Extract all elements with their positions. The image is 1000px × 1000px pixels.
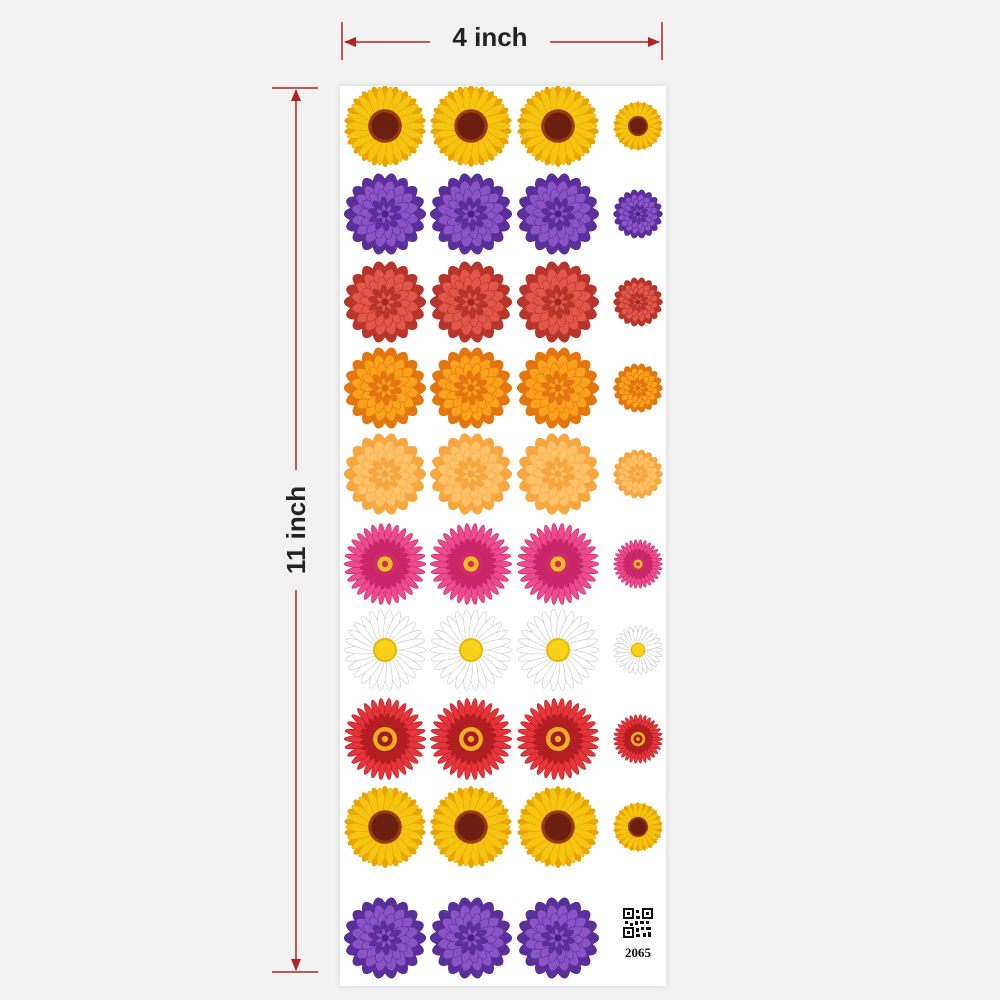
dahlia-sticker [613, 363, 663, 413]
dahlia-sticker [343, 261, 427, 343]
daisy-sticker [613, 625, 663, 675]
dahlia-sticker [343, 897, 427, 979]
gerbera-sticker [343, 698, 427, 780]
sticker-sheet: 2065 [340, 86, 666, 986]
dahlia-sticker [516, 897, 600, 979]
dahlia-sticker [429, 173, 513, 255]
dahlia-sticker [516, 261, 600, 343]
dahlia-sticker [429, 433, 513, 515]
dahlia-sticker [429, 897, 513, 979]
gerbera-sticker [613, 714, 663, 764]
dahlia-sticker [516, 347, 600, 429]
dahlia-sticker [429, 347, 513, 429]
sunflower-sticker [430, 86, 512, 168]
dahlia-sticker [613, 277, 663, 327]
width-arrow-left-head [344, 37, 356, 47]
sunflower-sticker [344, 86, 426, 168]
width-label: 4 inch [430, 22, 550, 53]
dahlia-sticker [343, 173, 427, 255]
product-code-number: 2065 [625, 945, 651, 960]
gerbera-sticker [516, 523, 600, 605]
sunflower-sticker [430, 785, 512, 869]
height-label: 11 inch [281, 470, 312, 590]
flower-stickers [343, 86, 663, 979]
dahlia-sticker [343, 347, 427, 429]
height-arrow-top-head [291, 89, 301, 101]
sunflower-sticker [517, 785, 599, 869]
qr-code-icon [623, 908, 653, 938]
product-code: 2065 [620, 908, 656, 961]
dahlia-sticker [343, 433, 427, 515]
gerbera-sticker [429, 698, 513, 780]
gerbera-sticker [429, 523, 513, 605]
width-arrow-right-head [648, 37, 660, 47]
daisy-sticker [516, 609, 600, 691]
daisy-sticker [429, 609, 513, 691]
dahlia-sticker [613, 189, 663, 239]
gerbera-sticker [613, 539, 663, 589]
gerbera-sticker [343, 523, 427, 605]
dahlia-sticker [429, 261, 513, 343]
height-arrow-bottom-head [291, 959, 301, 971]
gerbera-sticker [516, 698, 600, 780]
sunflower-sticker [344, 785, 426, 869]
sunflower-sticker [517, 86, 599, 168]
sunflower-sticker [613, 101, 663, 151]
daisy-sticker [343, 609, 427, 691]
dahlia-sticker [516, 173, 600, 255]
dahlia-sticker [516, 433, 600, 515]
dahlia-sticker [613, 449, 663, 499]
sunflower-sticker [613, 802, 663, 852]
